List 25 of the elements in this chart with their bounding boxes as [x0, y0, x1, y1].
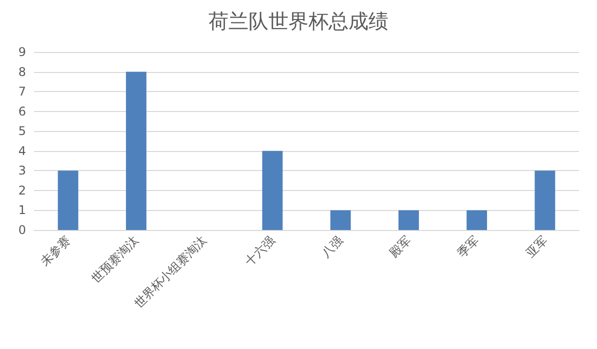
bar [58, 170, 78, 230]
y-tick-label: 2 [18, 183, 26, 198]
bar [262, 150, 283, 230]
x-tick-label: 十六强 [242, 233, 278, 268]
bar [398, 210, 419, 230]
x-tick-label: 世预赛淘汰 [88, 233, 142, 286]
y-tick-label: 5 [18, 124, 26, 138]
x-tick-label: 季军 [454, 233, 482, 260]
chart-title: 荷兰队世界杯总成绩 [208, 9, 388, 33]
x-tick-label: 殿军 [386, 233, 414, 260]
y-tick-label: 7 [18, 84, 26, 99]
y-tick-label: 0 [18, 223, 26, 237]
y-tick-label: 4 [18, 144, 26, 158]
y-tick-label: 1 [18, 203, 26, 218]
y-tick-label: 9 [18, 45, 26, 59]
x-tick-label: 未参赛 [38, 233, 74, 268]
bar [534, 170, 556, 230]
x-tick-label: 八强 [318, 233, 346, 260]
bar [330, 210, 351, 230]
x-tick-label: 亚军 [523, 233, 550, 260]
y-tick-label: 6 [18, 104, 26, 118]
bar [126, 72, 146, 230]
y-tick-label: 3 [18, 164, 26, 178]
bar [466, 210, 488, 230]
y-tick-label: 8 [18, 64, 26, 79]
